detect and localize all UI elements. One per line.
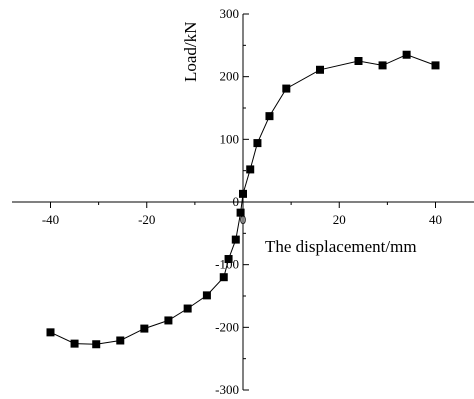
data-point bbox=[316, 65, 324, 74]
x-tick-label: -40 bbox=[42, 212, 59, 227]
data-point bbox=[70, 339, 79, 348]
y-axis-label: Load/kN bbox=[181, 22, 200, 82]
series-group bbox=[46, 50, 440, 349]
data-point bbox=[183, 304, 192, 313]
data-point bbox=[224, 255, 233, 264]
x-tick-label: 0 bbox=[240, 212, 247, 227]
y-tick-label: 300 bbox=[220, 6, 240, 21]
data-point bbox=[219, 273, 228, 282]
series-line bbox=[50, 54, 436, 345]
data-point bbox=[354, 57, 363, 65]
data-point bbox=[378, 61, 387, 70]
data-point bbox=[231, 235, 240, 244]
data-point bbox=[282, 84, 291, 93]
data-point bbox=[116, 336, 125, 345]
data-point bbox=[202, 291, 211, 300]
x-tick-label: 20 bbox=[333, 212, 346, 227]
data-point bbox=[92, 340, 101, 349]
data-point bbox=[253, 139, 262, 148]
y-tick-label: 100 bbox=[220, 131, 240, 146]
x-axis-label: The displacement/mm bbox=[265, 237, 417, 256]
x-tick-label: 40 bbox=[429, 212, 442, 227]
data-point bbox=[140, 324, 149, 333]
data-point bbox=[236, 208, 245, 217]
data-point bbox=[402, 50, 411, 59]
data-point bbox=[46, 328, 55, 337]
y-tick-label: -200 bbox=[215, 319, 239, 334]
data-point bbox=[431, 61, 440, 70]
y-tick-label: 200 bbox=[220, 69, 240, 84]
y-tick-label: 0 bbox=[233, 194, 240, 209]
data-point bbox=[164, 316, 173, 325]
data-point bbox=[239, 189, 247, 198]
y-tick-label: -300 bbox=[215, 382, 239, 397]
data-point bbox=[246, 165, 255, 174]
data-point bbox=[265, 112, 274, 121]
x-tick-label: -20 bbox=[138, 212, 155, 227]
